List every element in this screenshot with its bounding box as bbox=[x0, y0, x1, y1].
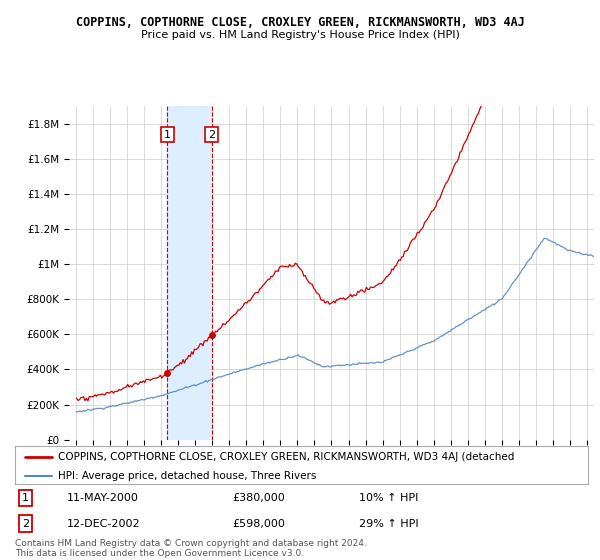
Text: 2: 2 bbox=[22, 519, 29, 529]
Text: Contains HM Land Registry data © Crown copyright and database right 2024.
This d: Contains HM Land Registry data © Crown c… bbox=[15, 539, 367, 558]
Text: 1: 1 bbox=[22, 493, 29, 503]
Bar bbox=[167, 106, 211, 440]
Text: COPPINS, COPTHORNE CLOSE, CROXLEY GREEN, RICKMANSWORTH, WD3 4AJ: COPPINS, COPTHORNE CLOSE, CROXLEY GREEN,… bbox=[76, 16, 524, 29]
Text: £380,000: £380,000 bbox=[233, 493, 286, 503]
Text: 1: 1 bbox=[164, 130, 171, 140]
Text: Price paid vs. HM Land Registry's House Price Index (HPI): Price paid vs. HM Land Registry's House … bbox=[140, 30, 460, 40]
Text: £598,000: £598,000 bbox=[233, 519, 286, 529]
Text: 29% ↑ HPI: 29% ↑ HPI bbox=[359, 519, 418, 529]
Text: HPI: Average price, detached house, Three Rivers: HPI: Average price, detached house, Thre… bbox=[58, 471, 316, 481]
Text: 11-MAY-2000: 11-MAY-2000 bbox=[67, 493, 139, 503]
Text: 12-DEC-2002: 12-DEC-2002 bbox=[67, 519, 140, 529]
Text: COPPINS, COPTHORNE CLOSE, CROXLEY GREEN, RICKMANSWORTH, WD3 4AJ (detached: COPPINS, COPTHORNE CLOSE, CROXLEY GREEN,… bbox=[58, 452, 514, 462]
Text: 2: 2 bbox=[208, 130, 215, 140]
Text: 10% ↑ HPI: 10% ↑ HPI bbox=[359, 493, 418, 503]
